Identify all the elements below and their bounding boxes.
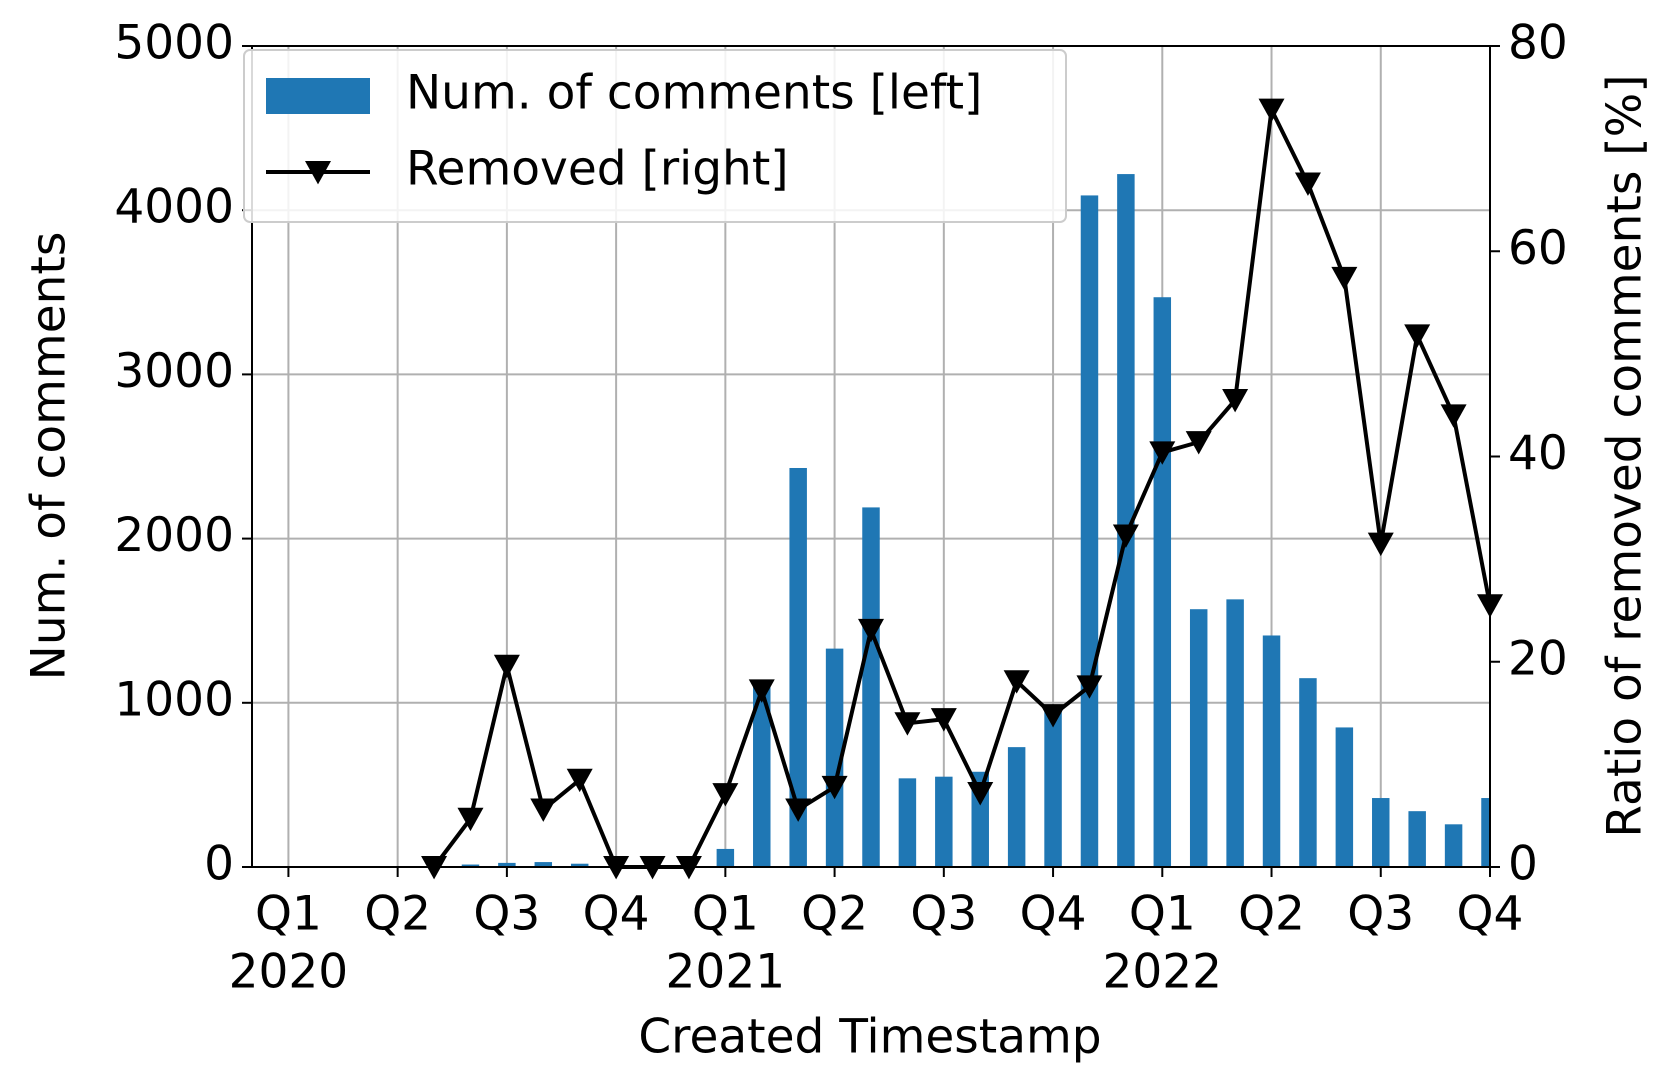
marker xyxy=(1477,594,1503,618)
x-tick-label: Q4 xyxy=(1020,887,1087,942)
bar xyxy=(1117,174,1135,867)
bar xyxy=(1444,824,1463,867)
bar xyxy=(1299,678,1317,867)
marker xyxy=(457,807,484,832)
marker xyxy=(1222,389,1249,413)
marker xyxy=(1440,404,1467,428)
y2-tick-label: 40 xyxy=(1508,426,1568,481)
bar xyxy=(898,778,917,867)
marker xyxy=(1331,266,1358,291)
x-tick-label: Q1 xyxy=(1129,887,1196,942)
bar xyxy=(534,862,553,867)
y2-tick-label: 20 xyxy=(1508,631,1568,686)
y2-tick-label: 60 xyxy=(1508,221,1568,276)
bar xyxy=(1189,609,1208,867)
y-tick-label: 0 xyxy=(204,837,234,892)
legend-label: Removed [right] xyxy=(406,142,789,197)
marker xyxy=(1149,441,1176,465)
x-year-label: 2020 xyxy=(229,945,349,1000)
x-tick-label: Q3 xyxy=(473,887,540,942)
marker xyxy=(894,712,921,736)
bar xyxy=(1226,599,1244,867)
x-tick-label: Q3 xyxy=(910,887,977,942)
marker xyxy=(1258,98,1285,122)
legend-box xyxy=(243,49,1067,223)
marker xyxy=(1404,324,1431,348)
bar xyxy=(1153,297,1172,867)
bar xyxy=(1335,727,1354,867)
legend-swatch xyxy=(266,78,370,114)
bar xyxy=(1044,711,1062,867)
y-tick-label: 1000 xyxy=(114,672,234,727)
legend-label: Num. of comments [left] xyxy=(406,66,982,121)
bar xyxy=(935,776,953,867)
bar xyxy=(461,864,480,867)
marker xyxy=(1040,704,1067,728)
y2-axis-label: Ratio of removed comments [%] xyxy=(1598,74,1653,837)
x-tick-label: Q4 xyxy=(1457,887,1524,942)
marker xyxy=(967,782,994,806)
y-tick-label: 2000 xyxy=(114,508,234,563)
bar xyxy=(1007,747,1026,867)
marker xyxy=(603,855,630,880)
bar xyxy=(1372,798,1390,867)
x-tick-label: Q2 xyxy=(801,887,868,942)
marker xyxy=(748,679,775,703)
y-tick-label: 3000 xyxy=(114,344,234,399)
marker xyxy=(639,855,666,880)
marker xyxy=(421,855,448,880)
bar xyxy=(789,467,807,867)
x-year-label: 2021 xyxy=(666,945,786,1000)
y2-tick-label: 80 xyxy=(1508,16,1568,71)
x-tick-label: Q3 xyxy=(1347,887,1414,942)
x-tick-label: Q2 xyxy=(1238,887,1305,942)
bar xyxy=(1481,798,1490,867)
bar xyxy=(570,863,589,867)
bar xyxy=(753,686,771,867)
legend-marker xyxy=(305,160,331,185)
bar xyxy=(1408,811,1426,867)
marker xyxy=(1367,532,1394,557)
marker xyxy=(858,618,884,643)
marker xyxy=(930,708,957,732)
y-tick-label: 4000 xyxy=(114,180,234,235)
marker xyxy=(785,798,812,822)
y2-tick-label: 0 xyxy=(1508,837,1538,892)
marker xyxy=(530,798,557,822)
x-tick-label: Q1 xyxy=(255,887,322,942)
marker xyxy=(566,768,593,793)
marker xyxy=(712,783,739,807)
marker xyxy=(493,654,520,679)
marker xyxy=(1076,675,1103,699)
x-tick-label: Q1 xyxy=(692,887,759,942)
bar xyxy=(716,848,735,867)
marker xyxy=(1003,670,1030,694)
x-tick-label: Q4 xyxy=(583,887,650,942)
bar xyxy=(498,862,516,867)
bar xyxy=(825,648,844,867)
y-tick-label: 5000 xyxy=(114,16,234,71)
plot-frame xyxy=(251,45,1491,868)
marker xyxy=(1112,524,1139,548)
marker xyxy=(1294,172,1321,196)
x-tick-label: Q2 xyxy=(364,887,431,942)
marker xyxy=(1185,431,1212,455)
legend: Num. of comments [left] Removed [right] xyxy=(243,49,1067,223)
y-axis-label: Num. of comments xyxy=(22,232,77,681)
bar xyxy=(1262,635,1281,867)
bar xyxy=(1080,195,1099,867)
line xyxy=(432,107,1492,869)
x-axis-label: Created Timestamp xyxy=(638,1010,1101,1065)
marker xyxy=(675,855,702,880)
x-year-label: 2022 xyxy=(1102,945,1222,1000)
bar xyxy=(862,507,880,867)
marker xyxy=(821,775,848,800)
